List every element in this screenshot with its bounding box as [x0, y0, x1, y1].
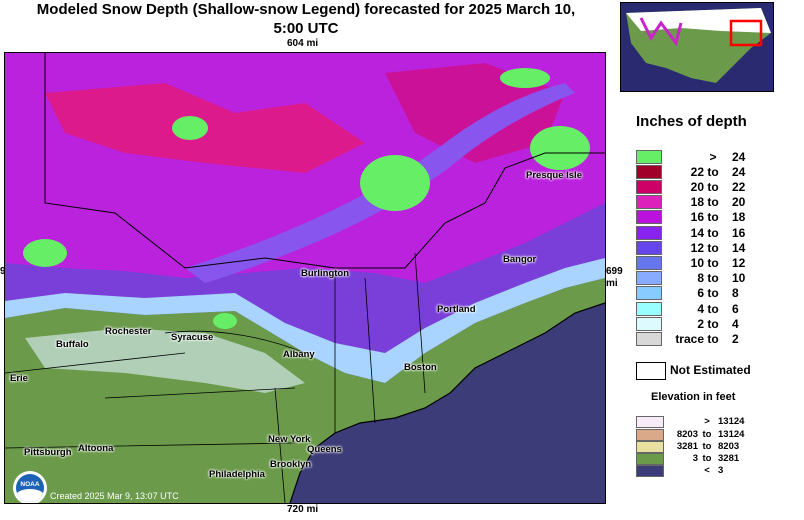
legend-row: 4 to 6 — [636, 302, 804, 317]
city-brooklyn: Brooklyn — [270, 459, 312, 470]
title-line-1: Modeled Snow Depth (Shallow-snow Legend)… — [36, 1, 576, 18]
elevation-row: 8203 to 13124 — [636, 429, 804, 442]
elevation-swatch — [636, 429, 664, 441]
legend-swatch — [636, 302, 662, 316]
snow-patch-max-6 — [500, 68, 550, 88]
legend-swatch — [636, 180, 662, 194]
scale-bottom-label: 720 mi — [287, 504, 319, 515]
city-presque-isle: Presque Isle — [526, 170, 582, 181]
legend-row: 14 to 16 — [636, 226, 804, 241]
elevation-swatch — [636, 441, 664, 453]
city-pittsburgh: Pittsburgh — [24, 447, 72, 458]
snow-zone-heavy-east — [385, 63, 565, 163]
elevation-row: >13124 — [636, 416, 804, 429]
legend-swatch — [636, 150, 662, 164]
legend-swatch — [636, 165, 662, 179]
snow-patch-max-1 — [360, 155, 430, 211]
scale-top-label: 604 mi — [287, 38, 319, 49]
legend-row: 20 to 22 — [636, 180, 804, 195]
legend-row: trace to 2 — [636, 332, 804, 347]
elevation-legend-title: Elevation in feet — [651, 391, 736, 403]
snow-patch-max-3 — [23, 239, 67, 267]
city-philadelphia: Philadelphia — [209, 469, 265, 480]
elevation-swatch — [636, 465, 664, 477]
elevation-row: 3 to 3281 — [636, 453, 804, 466]
st-lawrence-band — [185, 83, 575, 283]
legend-row: 22 to 24 — [636, 165, 804, 180]
legend-swatch — [636, 241, 662, 255]
city-albany: Albany — [283, 349, 315, 360]
legend-row: 12 to 14 — [636, 241, 804, 256]
legend-row: 8 to 10 — [636, 271, 804, 286]
not-estimated-label: Not Estimated — [670, 363, 751, 377]
state-borders — [5, 252, 426, 503]
page-title: Modeled Snow Depth (Shallow-snow Legend)… — [0, 0, 612, 38]
legend-swatch — [636, 226, 662, 240]
legend-row: 10 to 12 — [636, 256, 804, 271]
inset-snow-deep — [639, 17, 683, 47]
lake-ontario-shore — [164, 330, 306, 354]
legend-swatch — [636, 286, 662, 300]
legend-title: Inches of depth — [636, 113, 747, 130]
snow-patch-max-4 — [530, 126, 590, 170]
coastline — [289, 302, 605, 503]
city-altoona: Altoona — [78, 443, 114, 454]
locator-inset-map — [620, 2, 774, 92]
snow-zone-trace — [25, 328, 305, 393]
city-portland: Portland — [437, 304, 476, 315]
city-queens: Queens — [307, 444, 342, 455]
inset-view-box — [729, 19, 763, 47]
legend-swatch — [636, 332, 662, 346]
city-new-york: New York — [268, 434, 311, 445]
city-syracuse: Syracuse — [171, 332, 214, 343]
legend-swatch — [636, 317, 662, 331]
not-estimated-swatch — [636, 362, 666, 380]
scale-right-label-2: mi — [606, 278, 618, 289]
city-boston: Boston — [404, 362, 437, 373]
elevation-swatch — [636, 416, 664, 428]
legend-swatch — [636, 271, 662, 285]
created-timestamp: Created 2025 Mar 9, 13:07 UTC — [50, 491, 179, 501]
legend-row: 6 to 8 — [636, 286, 804, 301]
inset-canvas — [621, 3, 773, 91]
elevation-row: 3281 to 8203 — [636, 441, 804, 454]
legend-swatch — [636, 256, 662, 270]
city-erie: Erie — [10, 373, 28, 384]
city-rochester: Rochester — [105, 326, 152, 337]
elevation-row: <3 — [636, 465, 804, 478]
noaa-logo: NOAA — [13, 471, 47, 503]
scale-left-label: 9 — [0, 266, 6, 277]
city-buffalo: Buffalo — [56, 339, 89, 350]
legend-swatch — [636, 195, 662, 209]
elevation-swatch — [636, 453, 664, 465]
legend-row: 18 to 20 — [636, 195, 804, 210]
city-bangor: Bangor — [503, 254, 537, 265]
legend-row: 16 to 18 — [636, 210, 804, 225]
title-line-2: 5:00 UTC — [273, 20, 339, 37]
legend-row: 2 to 4 — [636, 317, 804, 332]
snow-patch-max-2 — [172, 116, 208, 140]
snow-depth-map[interactable]: Presque Isle Bangor Burlington Portland … — [4, 52, 606, 504]
snow-patch-max-5 — [213, 313, 237, 329]
scale-right-label-1: 699 — [606, 266, 623, 277]
international-border — [44, 53, 605, 269]
noaa-logo-text: NOAA — [20, 481, 40, 488]
legend-swatch — [636, 210, 662, 224]
city-burlington: Burlington — [301, 268, 350, 279]
map-canvas — [5, 53, 605, 503]
legend-row: >24 — [636, 150, 804, 165]
